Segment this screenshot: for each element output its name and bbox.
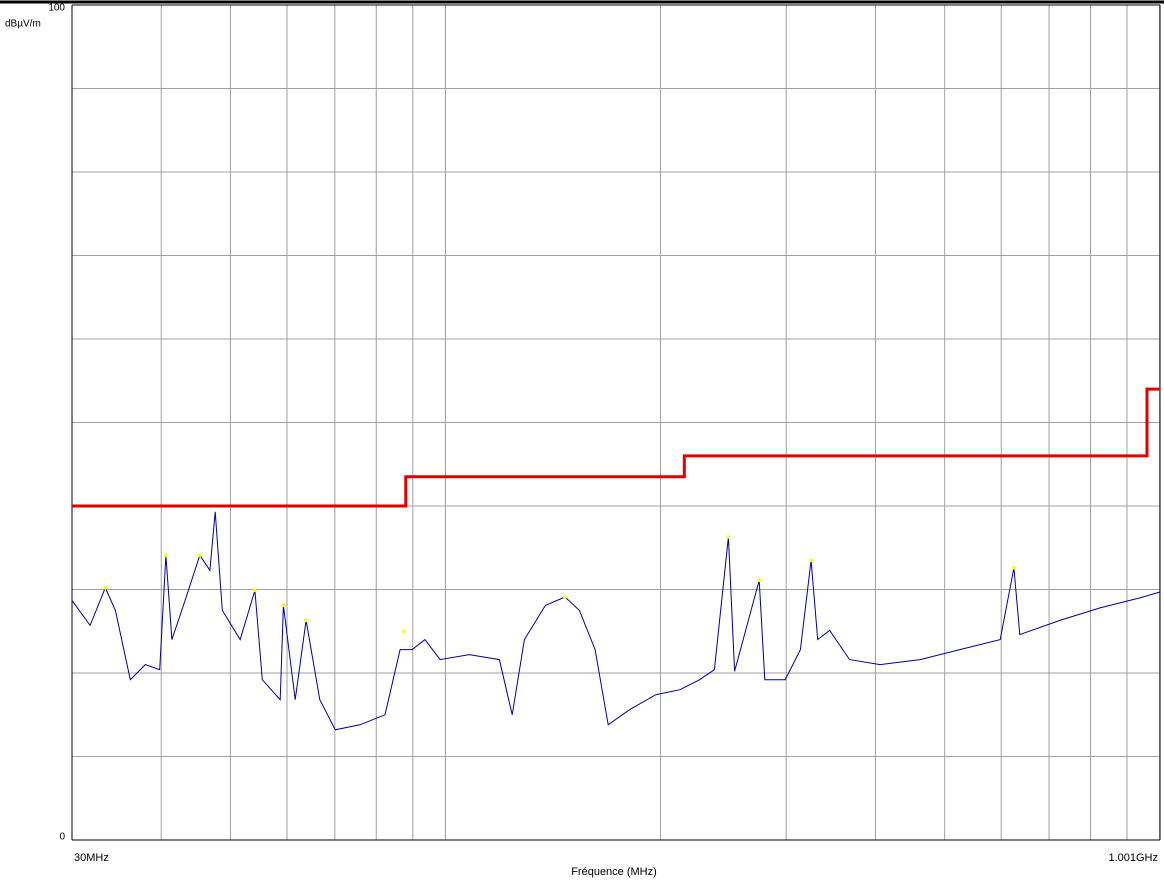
trace bbox=[72, 387, 1160, 508]
x-tick-label: 30MHz bbox=[74, 852, 109, 864]
peak-marker bbox=[164, 553, 168, 558]
peak-marker bbox=[757, 578, 762, 583]
peak-marker bbox=[304, 618, 308, 623]
peak-marker bbox=[103, 586, 108, 590]
peak-marker bbox=[1012, 565, 1016, 570]
y-tick-label: 0 bbox=[59, 832, 65, 843]
trace bbox=[71, 511, 1161, 731]
peak-marker bbox=[809, 558, 813, 563]
peak-marker bbox=[402, 629, 406, 634]
x-axis-label: Fréquence (MHz) bbox=[571, 866, 657, 878]
peak-marker bbox=[726, 535, 731, 539]
y-unit: dBµV/m bbox=[5, 19, 41, 30]
peak-marker bbox=[563, 595, 567, 599]
peak-marker bbox=[253, 588, 257, 593]
y-tick-label: 100 bbox=[48, 3, 65, 14]
x-tick-label: 1.001GHz bbox=[1108, 852, 1158, 864]
peak-marker bbox=[281, 603, 286, 608]
peak-marker bbox=[198, 553, 202, 558]
